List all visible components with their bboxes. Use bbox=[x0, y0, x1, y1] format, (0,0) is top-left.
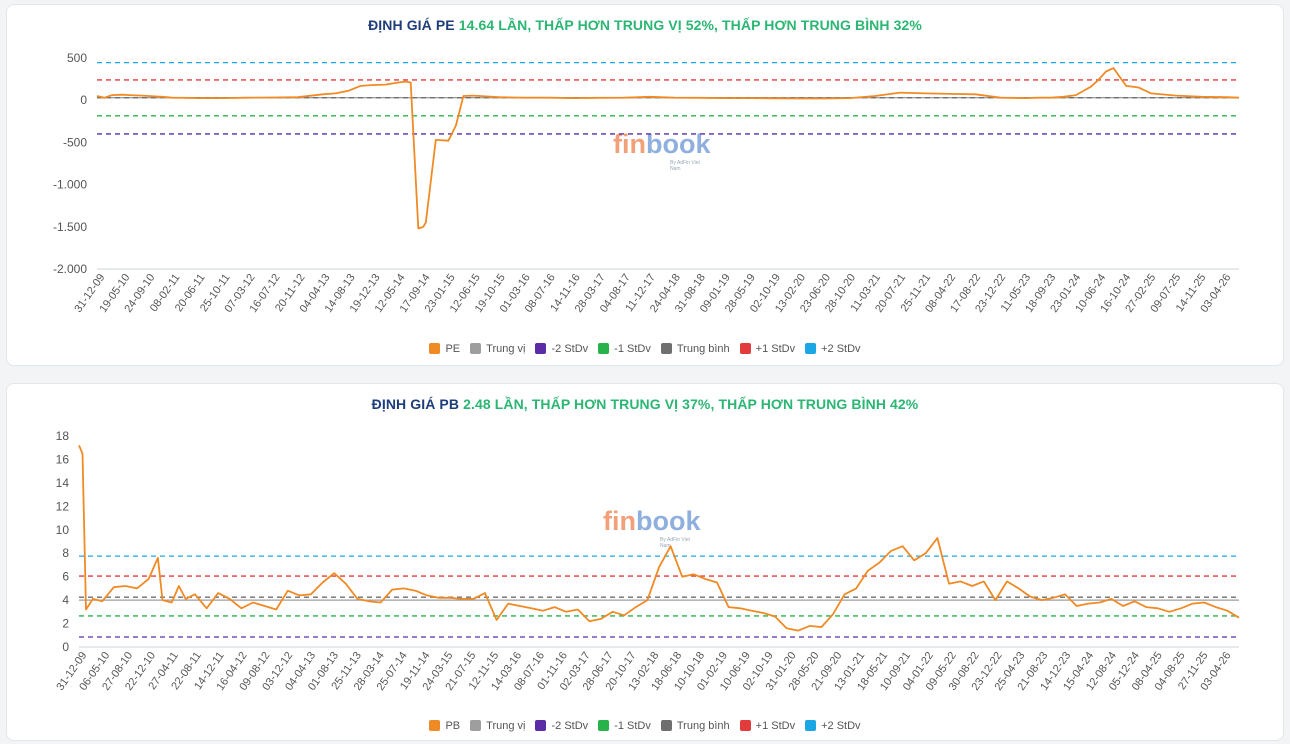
pe-y-tick-label: -500 bbox=[63, 135, 87, 149]
pb-legend-swatch bbox=[805, 720, 817, 732]
pb-line-chart: 18161412108642031-12-0906-05-1027-08-102… bbox=[54, 429, 1240, 693]
pb-y-tick-label: 16 bbox=[56, 452, 70, 466]
pe-series-line bbox=[96, 67, 1240, 230]
watermark-tagline: By AdFin Viet Nam bbox=[660, 537, 690, 549]
pe-legend-swatch bbox=[598, 343, 610, 355]
pb-legend-item[interactable]: Trung vị bbox=[470, 720, 525, 732]
pe-legend-item[interactable]: -2 StDv bbox=[535, 343, 588, 355]
pe-y-tick-label: -1.500 bbox=[53, 220, 87, 234]
pe-y-tick-label: -2.000 bbox=[53, 262, 87, 276]
watermark-book: book bbox=[636, 506, 701, 536]
pe-legend-swatch bbox=[470, 343, 482, 355]
pb-y-tick-label: 12 bbox=[56, 499, 70, 513]
pb-legend-swatch bbox=[429, 720, 441, 732]
pe-legend-item[interactable]: Trung vị bbox=[470, 343, 525, 355]
pb-y-tick-label: 14 bbox=[56, 476, 70, 490]
pb-legend-label: PB bbox=[445, 720, 461, 733]
pb-chart-title: ĐỊNH GIÁ PB 2.48 LẦN, THẤP HƠN TRUNG VỊ … bbox=[7, 396, 1283, 412]
pb-y-tick-label: 2 bbox=[62, 617, 69, 631]
pb-legend-label: Trung vị bbox=[486, 720, 526, 733]
pb-legend-item[interactable]: +1 StDv bbox=[739, 720, 796, 733]
pb-legend-swatch bbox=[598, 720, 610, 732]
pe-legend-label: Trung vị bbox=[486, 343, 526, 356]
pb-legend-swatch bbox=[535, 720, 547, 732]
pb-legend-label: +1 StDv bbox=[755, 720, 796, 733]
pb-title-rest: , THẤP HƠN TRUNG VỊ 37%, THẤP HƠN TRUNG … bbox=[523, 396, 919, 412]
pe-legend-swatch bbox=[739, 343, 751, 355]
pb-title-value: 2.48 LẦN bbox=[463, 396, 524, 412]
pb-y-tick-label: 18 bbox=[56, 429, 70, 443]
pb-legend-label: -2 StDv bbox=[551, 720, 589, 733]
pb-y-tick-label: 8 bbox=[62, 546, 69, 560]
pe-legend-item[interactable]: -1 StDv bbox=[598, 343, 651, 355]
pe-legend-label: Trung bình bbox=[676, 343, 730, 356]
pe-legend-item[interactable]: Trung bình bbox=[660, 343, 730, 356]
pe-title-rest: , THẤP HƠN TRUNG VỊ 52%, THẤP HƠN TRUNG … bbox=[527, 17, 922, 33]
pb-legend-item[interactable]: -1 StDv bbox=[598, 720, 651, 732]
pe-title-value: 14.64 LẦN bbox=[458, 17, 528, 33]
pe-legend-swatch bbox=[660, 343, 672, 355]
pb-legend-label: -1 StDv bbox=[614, 720, 651, 733]
pe-legend-item[interactable]: +1 StDv bbox=[739, 343, 796, 356]
pe-legend-label: -1 StDv bbox=[614, 343, 651, 356]
pb-legend-swatch bbox=[739, 720, 751, 732]
pb-series-line bbox=[78, 445, 1240, 632]
watermark-fin: fin bbox=[603, 506, 636, 536]
pb-legend-swatch bbox=[470, 720, 482, 732]
pe-legend-label: +1 StDv bbox=[755, 343, 796, 356]
pe-y-tick-label: -1.000 bbox=[53, 178, 87, 192]
pe-chart-title: ĐỊNH GIÁ PE 14.64 LẦN, THẤP HƠN TRUNG VỊ… bbox=[7, 17, 1283, 33]
pb-legend-swatch bbox=[660, 720, 672, 732]
pe-legend-label: +2 StDv bbox=[821, 343, 861, 356]
pe-line-chart: 5000-500-1.000-1.500-2.00031-12-0919-05-… bbox=[53, 51, 1240, 315]
pb-legend-label: +2 StDv bbox=[821, 720, 861, 733]
pb-legend-item[interactable]: PB bbox=[429, 720, 460, 732]
pe-legend-swatch bbox=[805, 343, 817, 355]
pe-legend-label: -2 StDv bbox=[551, 343, 589, 356]
pe-legend-swatch bbox=[429, 343, 441, 355]
pe-legend: PE Trung vị -2 StDv -1 StDv Trung bình +1 StD… bbox=[7, 343, 1283, 355]
pb-chart-panel: ĐỊNH GIÁ PB 2.48 LẦN, THẤP HƠN TRUNG VỊ … bbox=[6, 383, 1284, 741]
pe-y-tick-label: 500 bbox=[67, 51, 87, 65]
pb-y-tick-label: 0 bbox=[62, 640, 69, 654]
pe-legend-label: PE bbox=[445, 343, 461, 356]
pb-legend: PB Trung vị -2 StDv -1 StDv Trung bình +1 StD… bbox=[7, 720, 1283, 732]
pb-title-name: ĐỊNH GIÁ PB bbox=[371, 396, 460, 412]
pe-legend-item[interactable]: PE bbox=[429, 343, 460, 355]
pb-y-tick-label: 10 bbox=[56, 523, 70, 537]
watermark-tagline: By AdFin Viet Nam bbox=[670, 160, 700, 172]
pe-y-tick-label: 0 bbox=[80, 93, 87, 107]
pb-legend-item[interactable]: -2 StDv bbox=[535, 720, 588, 732]
pb-y-tick-label: 6 bbox=[62, 570, 69, 584]
pb-watermark-logo: finbook By AdFin Viet Nam bbox=[603, 506, 701, 549]
pe-chart-panel: ĐỊNH GIÁ PE 14.64 LẦN, THẤP HƠN TRUNG VỊ… bbox=[6, 4, 1284, 366]
pb-y-tick-label: 4 bbox=[62, 593, 69, 607]
pb-legend-item[interactable]: +2 StDv bbox=[805, 720, 861, 733]
pb-legend-item[interactable]: Trung bình bbox=[660, 720, 730, 733]
pb-legend-label: Trung bình bbox=[676, 720, 730, 733]
pe-legend-swatch bbox=[535, 343, 547, 355]
pe-title-name: ĐỊNH GIÁ PE bbox=[368, 17, 455, 33]
pe-legend-item[interactable]: +2 StDv bbox=[805, 343, 861, 356]
